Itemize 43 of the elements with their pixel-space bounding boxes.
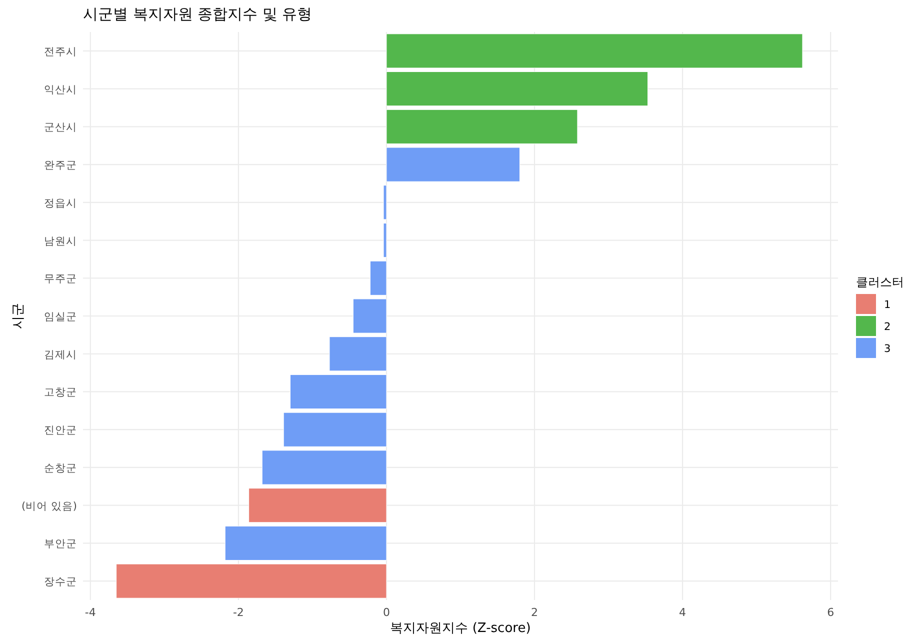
bar: [116, 564, 387, 598]
x-tick-label: 0: [382, 606, 390, 619]
x-tick-label: 4: [679, 606, 686, 619]
y-tick-label: 장수군: [44, 576, 77, 588]
y-tick-label: 진안군: [44, 424, 77, 437]
bar: [352, 298, 387, 334]
y-tick-label: 정읍시: [44, 197, 77, 210]
y-tick-label: 고창군: [44, 386, 77, 399]
x-tick-label: -4: [84, 606, 96, 619]
legend-title: 클러스터: [856, 275, 904, 289]
bar: [386, 72, 648, 106]
bar: [370, 260, 387, 296]
bar: [383, 222, 387, 258]
y-tick-label: (비어 있음): [21, 500, 77, 512]
bar: [283, 412, 387, 447]
y-tick-label: 순창군: [44, 462, 77, 474]
bar: [329, 336, 387, 372]
y-tick-label: 무주군: [44, 273, 77, 286]
bar: [290, 374, 387, 410]
chart-title: 시군별 복지자원 종합지수 및 유형: [83, 5, 312, 23]
y-tick-label: 완주군: [44, 160, 77, 172]
y-tick-label: 임실군: [44, 311, 77, 323]
bar: [248, 488, 387, 523]
legend-label: 2: [884, 321, 891, 333]
legend-label: 3: [884, 343, 891, 355]
y-tick-label: 전주시: [44, 46, 77, 58]
bar: [383, 185, 387, 220]
x-tick-label: -2: [232, 606, 244, 619]
x-axis-title: 복지자원지수 (Z-score): [390, 621, 531, 636]
x-tick-label: 6: [827, 606, 834, 619]
y-axis-title: 시군: [11, 303, 26, 329]
y-tick-label: 군산시: [44, 122, 77, 134]
bar: [386, 109, 578, 144]
bar: [386, 34, 803, 68]
y-tick-label: 부안군: [44, 538, 77, 550]
bar: [262, 450, 387, 485]
legend-label: 1: [884, 299, 891, 311]
y-tick-label: 김제시: [44, 348, 77, 361]
bar: [386, 147, 520, 182]
bar: [224, 526, 387, 560]
y-tick-label: 남원시: [44, 235, 77, 248]
x-tick-label: 2: [531, 606, 538, 619]
y-tick-label: 익산시: [44, 84, 77, 96]
